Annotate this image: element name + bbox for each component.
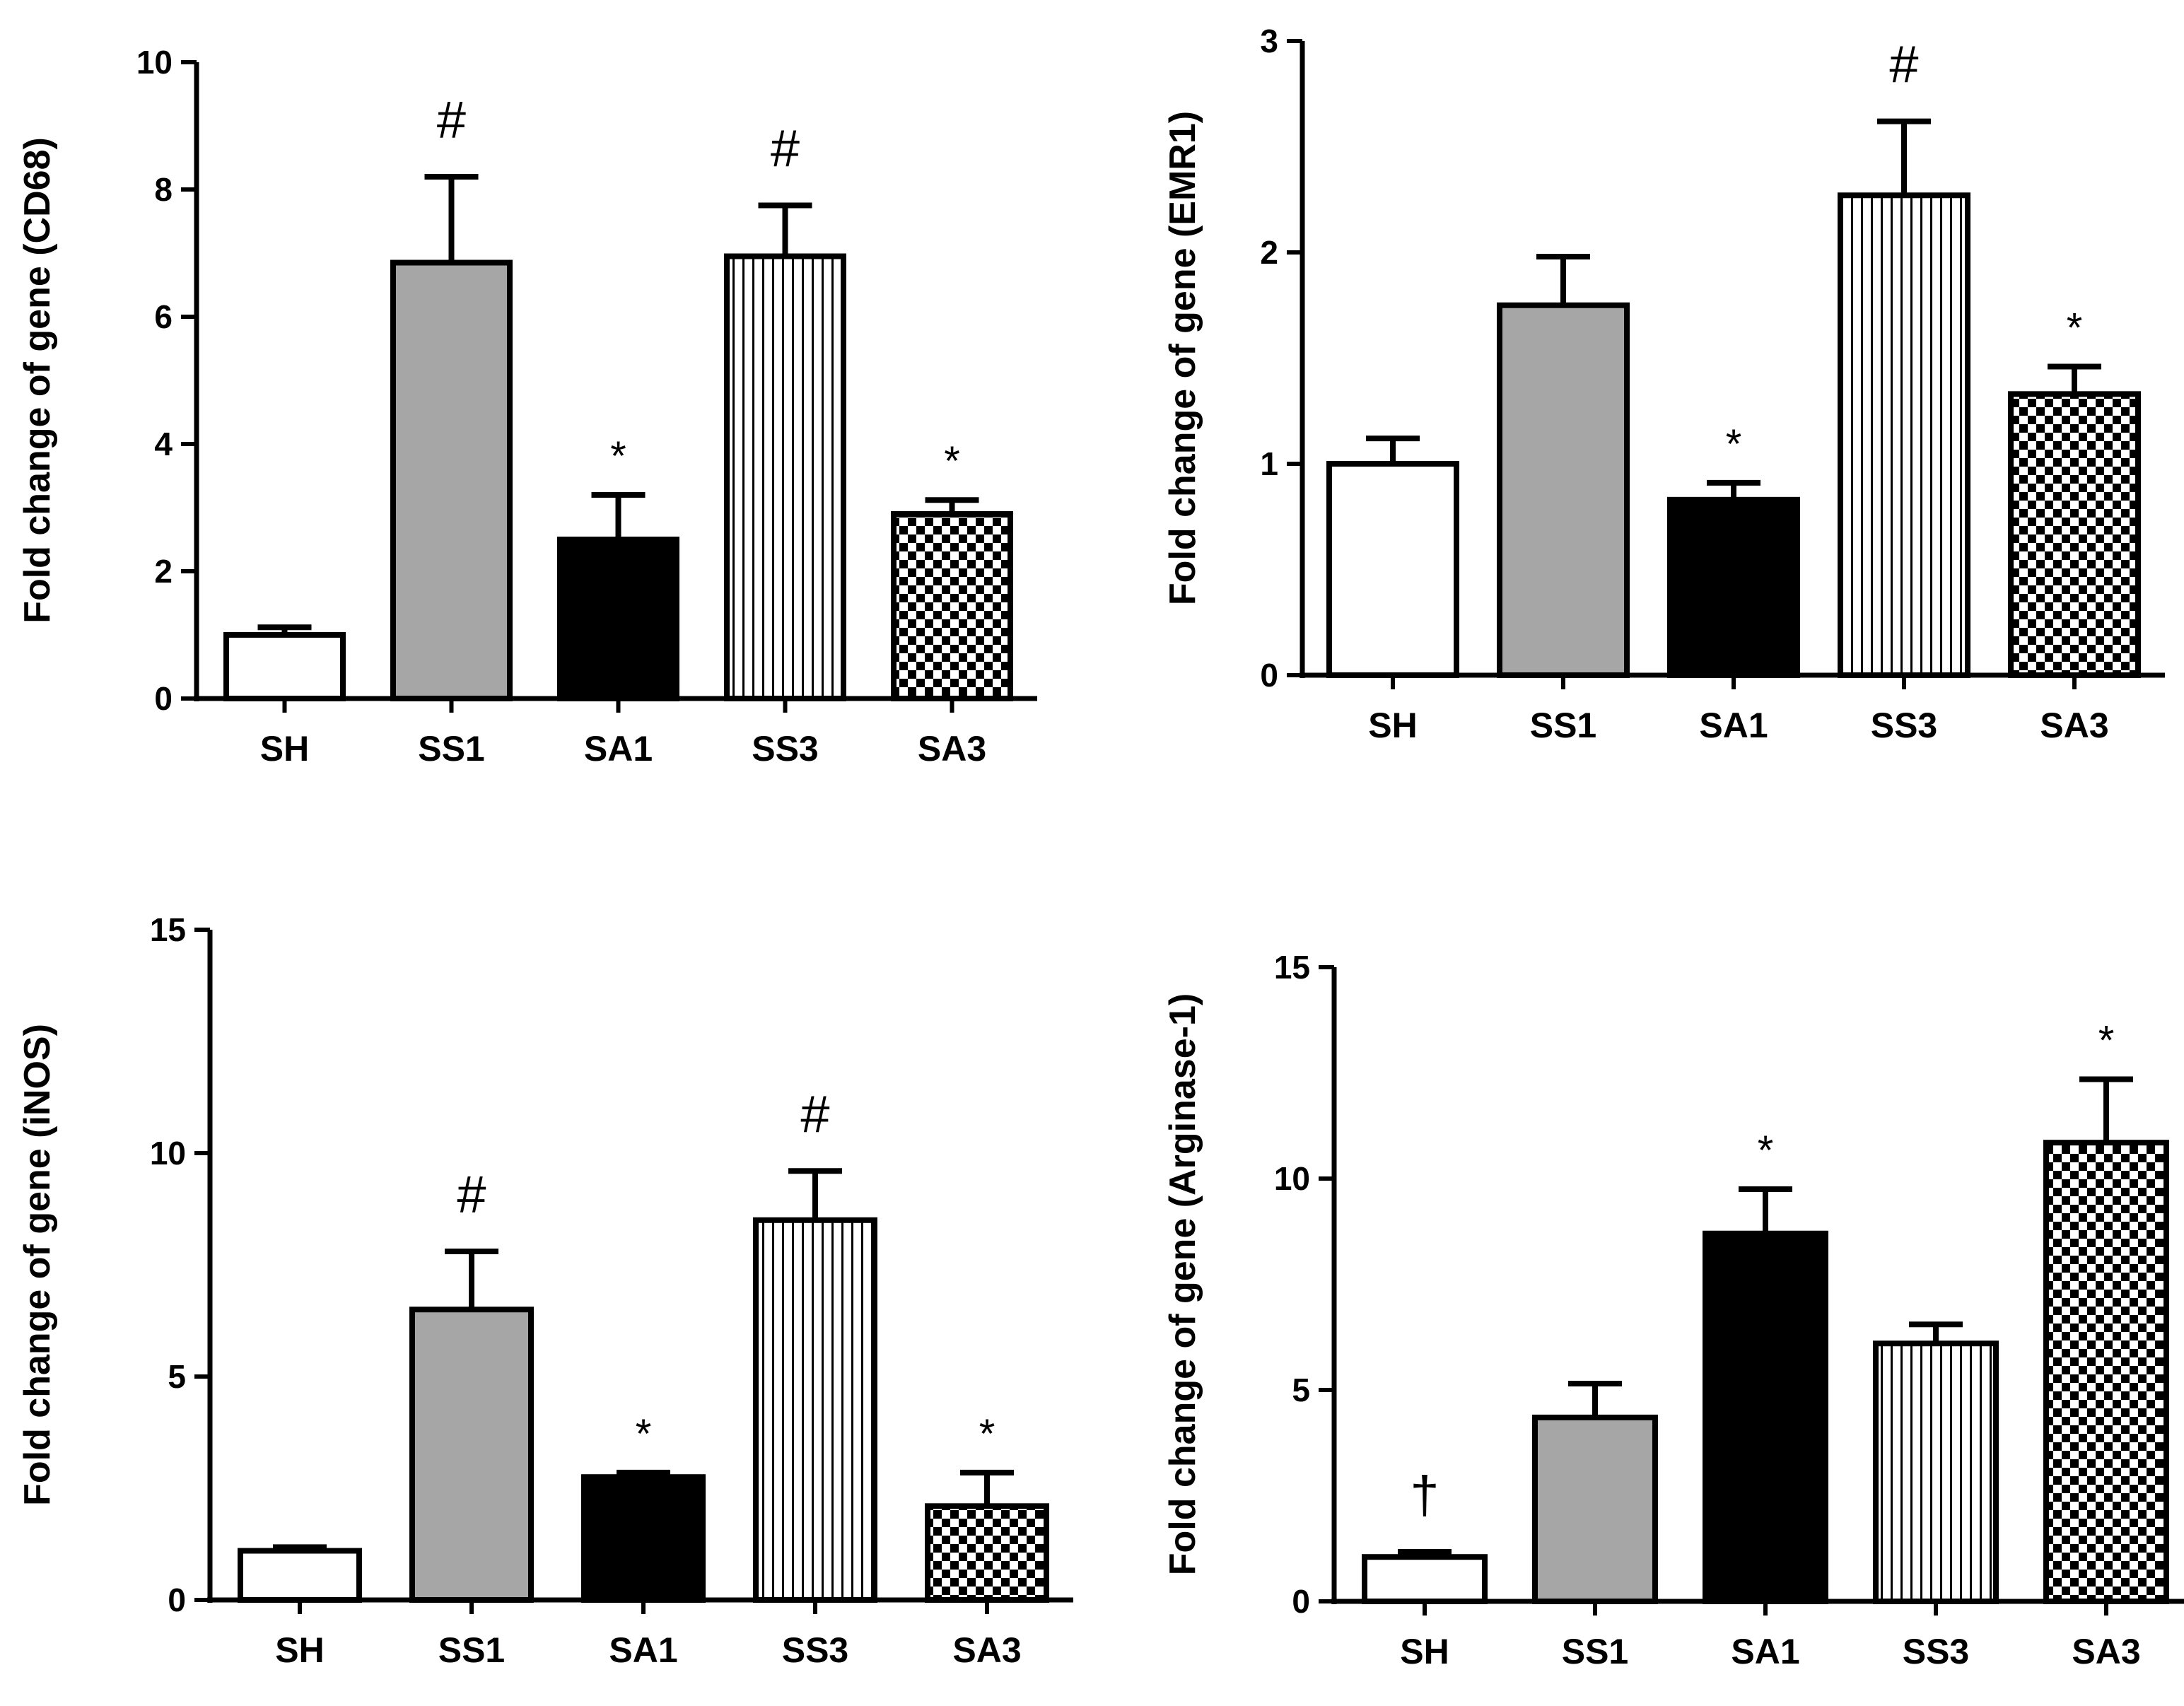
- bar-ss3: [1873, 1340, 1999, 1604]
- category-label: SH: [275, 1630, 324, 1670]
- category-label: SS1: [1562, 1632, 1629, 1671]
- significance-marker: #: [457, 1165, 486, 1224]
- bar-sa3: [2008, 391, 2141, 679]
- y-tick-label: 6: [154, 298, 173, 335]
- category-label: SA3: [2040, 706, 2108, 745]
- bar-sa1: [1703, 1230, 1828, 1604]
- y-axis-title: Fold change of gene (Arginase-1): [1162, 993, 1203, 1575]
- significance-marker: #: [1889, 35, 1918, 94]
- category-label: SS3: [1903, 1632, 1970, 1671]
- bar-sh: [1326, 461, 1459, 678]
- chart-panel-2: SH SS1 * SA1 # SS3 * SA3 0 1 2 3 Fold change of gene…: [1162, 23, 2165, 745]
- y-axis-title: Fold change of gene (iNOS): [17, 1024, 58, 1506]
- significance-marker: *: [1758, 1128, 1774, 1174]
- category-label: SH: [1400, 1632, 1449, 1671]
- bar-sh: [238, 1548, 362, 1603]
- bar-ss1: [390, 259, 513, 701]
- significance-marker: *: [979, 1411, 995, 1457]
- category-label: SS3: [1871, 706, 1938, 745]
- category-label: SA1: [584, 729, 653, 769]
- category-label: SA3: [952, 1630, 1021, 1670]
- y-tick-label: 5: [168, 1358, 186, 1395]
- category-label: SA1: [1731, 1632, 1799, 1671]
- significance-marker: *: [1726, 421, 1742, 467]
- y-tick-label: 0: [168, 1582, 186, 1618]
- significance-marker: #: [771, 119, 800, 178]
- y-tick-label: 0: [1260, 657, 1278, 694]
- y-tick-label: 15: [150, 911, 186, 948]
- bar-sa1: [581, 1474, 706, 1603]
- y-tick-label: 8: [154, 171, 173, 208]
- y-tick-label: 2: [154, 553, 173, 590]
- chart-panel-1: SH # SS1 * SA1 # SS3 * SA3 0 2 4 6 8 10 Fold change of …: [17, 44, 1037, 769]
- category-label: SA3: [918, 729, 986, 769]
- y-tick-label: 5: [1292, 1372, 1310, 1408]
- significance-marker: #: [800, 1085, 829, 1143]
- category-label: SS3: [752, 729, 819, 769]
- category-label: SS1: [438, 1630, 506, 1670]
- category-label: SA1: [609, 1630, 677, 1670]
- significance-marker: †: [1410, 1466, 1439, 1524]
- y-tick-label: 2: [1260, 234, 1278, 271]
- y-tick-label: 10: [1274, 1160, 1310, 1197]
- bar-sh: [1362, 1554, 1488, 1604]
- bar-sa1: [1667, 496, 1800, 679]
- chart-panel-4: † SH SS1 * SA1 SS3 * SA3 0 5 10 15 Fold change of ge…: [1162, 949, 2184, 1671]
- y-tick-label: 3: [1260, 23, 1278, 59]
- significance-marker: #: [437, 90, 466, 149]
- bar-sa3: [891, 511, 1013, 701]
- bar-ss3: [724, 253, 846, 701]
- y-tick-label: 0: [1292, 1583, 1310, 1620]
- y-axis-title: Fold change of gene (CD68): [17, 137, 58, 624]
- chart-panel-3: SH # SS1 * SA1 # SS3 * SA3 0 5 10 15 Fold change of g…: [17, 911, 1073, 1670]
- category-label: SS1: [418, 729, 485, 769]
- bar-sh: [223, 632, 346, 701]
- category-label: SS1: [1530, 706, 1597, 745]
- bar-ss1: [409, 1307, 534, 1603]
- y-tick-label: 4: [154, 426, 173, 462]
- y-axis-title: Fold change of gene (EMR1): [1162, 111, 1203, 605]
- bar-ss1: [1497, 302, 1630, 678]
- category-label: SS3: [782, 1630, 849, 1670]
- y-tick-label: 10: [136, 44, 173, 81]
- significance-marker: *: [2067, 305, 2083, 351]
- bar-sa1: [557, 537, 679, 701]
- category-label: SA3: [2072, 1632, 2140, 1671]
- y-tick-label: 10: [150, 1135, 186, 1172]
- significance-marker: *: [610, 433, 626, 479]
- y-tick-label: 0: [154, 680, 173, 717]
- significance-marker: *: [636, 1411, 652, 1457]
- category-label: SH: [1368, 706, 1417, 745]
- bar-ss3: [1838, 192, 1970, 678]
- category-label: SA1: [1699, 706, 1768, 745]
- category-label: SH: [260, 729, 309, 769]
- bar-ss1: [1532, 1414, 1658, 1604]
- bar-sa3: [2043, 1140, 2169, 1605]
- y-tick-label: 15: [1274, 949, 1310, 986]
- bar-sa3: [925, 1503, 1049, 1603]
- significance-marker: *: [2098, 1017, 2115, 1063]
- y-tick-label: 1: [1260, 445, 1278, 482]
- bar-ss3: [753, 1217, 877, 1603]
- significance-marker: *: [944, 438, 960, 484]
